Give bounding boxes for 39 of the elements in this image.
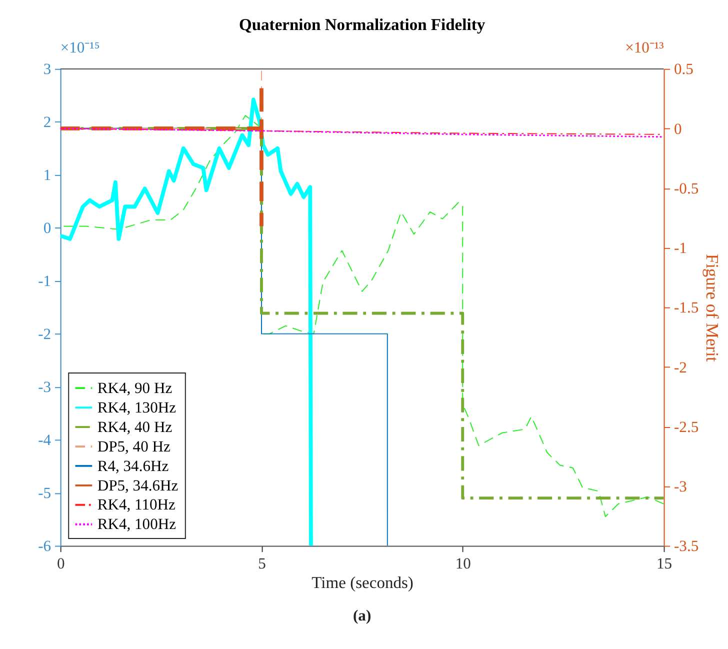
legend-label: RK4, 100Hz — [97, 516, 176, 534]
text: ×10⁻¹⁵ — [60, 39, 100, 56]
y2-tick-label: -0.5 — [674, 180, 699, 198]
x-tick-label: 10 — [455, 556, 472, 573]
x-tick-label: 15 — [656, 556, 672, 573]
y2-tick-label: 0 — [674, 120, 682, 138]
y-tick-label: -2 — [38, 326, 52, 344]
legend-label: RK4, 90 Hz — [97, 380, 172, 397]
legend-label: RK4, 40 Hz — [97, 418, 172, 436]
line-series — [60, 128, 664, 138]
y2-axis-title: Figure of Merit — [702, 254, 722, 362]
y-tick-label: 1 — [43, 167, 52, 184]
y-tick-label: -4 — [38, 432, 52, 450]
y2-tick-label: -1.5 — [674, 300, 699, 317]
legend-label: RK4, 110Hz — [97, 496, 176, 514]
y-tick-label: 3 — [43, 61, 52, 78]
y-tick-label: -1 — [38, 273, 52, 290]
text: ×10⁻¹³ — [625, 39, 664, 56]
y-tick-label: -6 — [38, 538, 52, 556]
y2-tick-label: -1 — [674, 240, 687, 258]
y-tick-label: 2 — [43, 114, 52, 132]
y2-tick-label: 0.5 — [674, 61, 694, 78]
y-tick-label: -5 — [38, 485, 52, 502]
text: (a) — [352, 608, 372, 625]
x-tick-label: 0 — [56, 556, 65, 573]
legend-label: RK4, 130Hz — [97, 399, 176, 416]
legend-label: DP5, 34.6Hz — [97, 477, 178, 494]
y2-tick-label: -3 — [674, 478, 688, 496]
y-tick-label: -3 — [38, 379, 52, 396]
y2-tick-label: -3.5 — [674, 538, 699, 556]
legend-label: DP5, 40 Hz — [97, 438, 170, 456]
line-series — [60, 98, 313, 546]
chart-title: Quaternion Normalization Fidelity — [238, 14, 486, 34]
x-tick-label: 5 — [258, 556, 266, 573]
y-tick-label: 0 — [43, 220, 52, 238]
y2-tick-label: -2.5 — [674, 418, 699, 436]
legend-label: R4, 34.6Hz — [97, 458, 169, 475]
x-axis-title: Time (seconds) — [312, 573, 414, 592]
y2-tick-label: -2 — [674, 359, 687, 376]
